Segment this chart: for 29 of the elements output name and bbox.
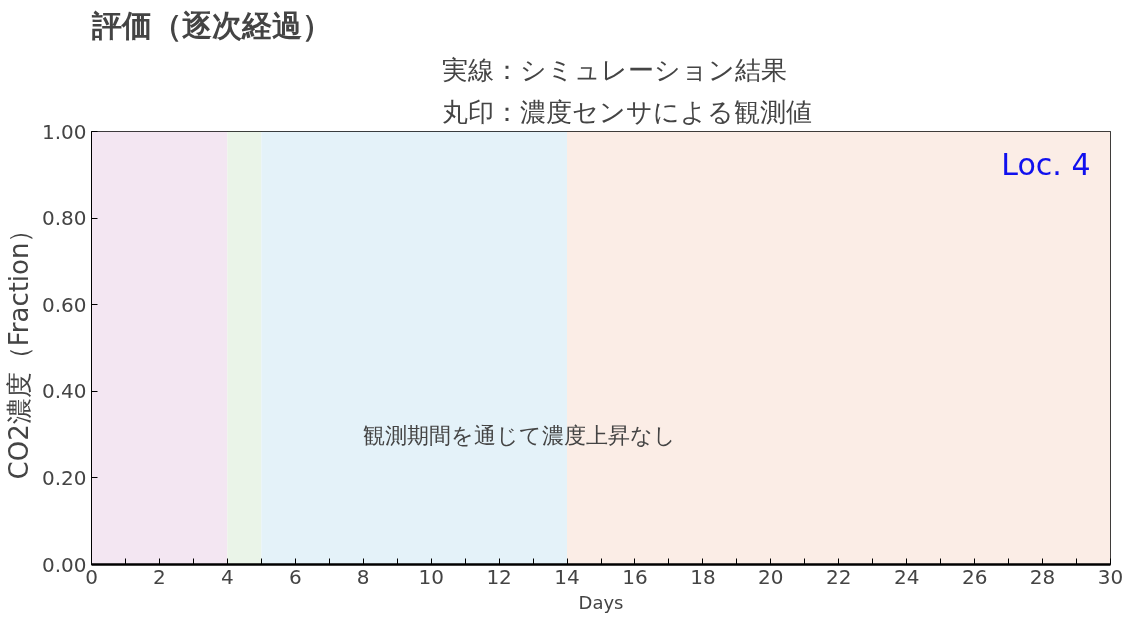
x-tick-label: 26 [961,564,988,589]
text: 丸印：濃度センサによる観測値 [441,96,812,127]
y-axis-title: CO2濃度（Fraction） [3,216,34,480]
y-tick-label: 0.80 [41,206,87,231]
x-tick-label: 18 [690,564,716,589]
x-tick-label: 14 [554,564,580,589]
x-tick-label: 24 [893,564,920,589]
annotation: Loc. 4 [1001,146,1091,182]
x-tick-label: 2 [153,564,166,589]
y-tick-label: 0.60 [41,292,87,317]
x-tick-label: 10 [418,564,444,589]
chart-title: 評価（逐次経過） [90,7,332,43]
x-tick-label: 12 [486,564,512,589]
x-tick-label: 30 [1097,564,1124,589]
x-tick-label: 0 [85,564,98,589]
x-tick-label: 4 [221,564,234,589]
x-axis-title: Days [578,591,624,613]
x-tick-label: 6 [288,564,302,589]
y-tick-label: 0.20 [41,465,87,490]
text: 実線：シミュレーション結果 [441,54,787,85]
x-tick-label: 20 [758,564,784,589]
x-tick-label: 22 [826,564,852,589]
y-tick-label: 1.00 [41,119,87,144]
x-tick-label: 16 [622,564,648,589]
y-tick-label: 0.40 [41,379,87,404]
annotation: 観測期間を通じて濃度上昇なし [362,422,676,448]
x-tick-label: 8 [356,564,370,589]
x-tick-label: 28 [1029,564,1056,589]
y-tick-label: 0.00 [41,552,87,577]
